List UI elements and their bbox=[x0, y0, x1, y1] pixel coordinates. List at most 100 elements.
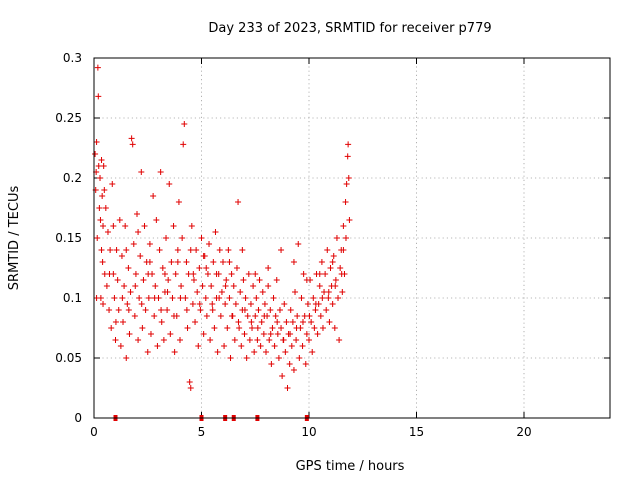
data-point bbox=[279, 373, 286, 379]
data-point bbox=[222, 283, 229, 289]
data-point bbox=[131, 313, 138, 319]
data-point bbox=[93, 139, 100, 145]
data-point bbox=[220, 259, 226, 265]
grid-lines bbox=[94, 58, 610, 418]
data-point bbox=[245, 271, 252, 277]
data-point bbox=[336, 337, 343, 343]
data-point bbox=[194, 289, 201, 295]
data-point bbox=[120, 319, 127, 325]
data-point bbox=[113, 247, 120, 253]
data-point bbox=[303, 277, 310, 283]
data-point bbox=[97, 175, 104, 181]
data-point bbox=[260, 331, 267, 337]
data-point bbox=[231, 337, 238, 343]
data-point bbox=[111, 295, 118, 301]
data-point bbox=[169, 295, 176, 301]
data-point bbox=[130, 241, 137, 247]
data-point bbox=[112, 337, 119, 343]
data-point bbox=[224, 325, 231, 331]
data-points bbox=[92, 64, 353, 391]
x-tick-label: 5 bbox=[198, 425, 206, 439]
data-point bbox=[329, 259, 336, 265]
data-point bbox=[225, 247, 232, 253]
data-point bbox=[310, 295, 317, 301]
data-point bbox=[300, 271, 307, 277]
data-point bbox=[92, 151, 99, 157]
data-point bbox=[159, 265, 166, 271]
data-point bbox=[140, 277, 147, 283]
data-point bbox=[107, 247, 114, 253]
data-point bbox=[125, 265, 132, 271]
data-point bbox=[151, 295, 158, 301]
data-point bbox=[298, 295, 305, 301]
data-point bbox=[257, 343, 264, 349]
data-point bbox=[186, 379, 193, 385]
data-point bbox=[184, 325, 191, 331]
data-point bbox=[132, 283, 139, 289]
data-point bbox=[345, 141, 352, 148]
data-point bbox=[227, 355, 234, 361]
data-point bbox=[174, 259, 181, 265]
data-point bbox=[265, 283, 272, 289]
data-point bbox=[342, 235, 349, 241]
data-point bbox=[266, 337, 273, 343]
data-point bbox=[290, 367, 297, 373]
data-point bbox=[339, 289, 346, 295]
data-point bbox=[287, 331, 294, 337]
data-point bbox=[166, 181, 173, 187]
data-point bbox=[319, 325, 326, 331]
data-point bbox=[209, 307, 216, 313]
data-point bbox=[192, 319, 199, 325]
data-point bbox=[221, 343, 228, 349]
data-point bbox=[138, 301, 145, 307]
data-point bbox=[244, 313, 251, 319]
data-point bbox=[210, 259, 217, 265]
data-point bbox=[206, 241, 213, 247]
data-point bbox=[323, 307, 330, 313]
data-point bbox=[304, 301, 311, 307]
data-point bbox=[122, 223, 129, 229]
data-point bbox=[103, 283, 110, 289]
x-tick-label: 20 bbox=[516, 425, 531, 439]
data-point bbox=[196, 301, 203, 307]
data-point bbox=[261, 301, 268, 307]
data-point bbox=[139, 325, 146, 331]
data-point bbox=[116, 217, 123, 223]
data-point bbox=[340, 223, 347, 229]
data-point bbox=[214, 349, 221, 355]
data-point bbox=[258, 319, 265, 325]
data-point bbox=[217, 313, 224, 319]
data-point bbox=[187, 247, 194, 253]
data-point bbox=[145, 271, 152, 277]
data-point bbox=[127, 289, 134, 295]
data-point bbox=[316, 271, 323, 277]
data-point bbox=[153, 217, 160, 223]
data-point bbox=[135, 337, 142, 343]
data-point bbox=[332, 277, 339, 283]
data-point bbox=[327, 265, 334, 271]
data-point bbox=[325, 289, 332, 295]
data-point bbox=[136, 295, 143, 301]
data-point bbox=[337, 265, 344, 271]
data-point bbox=[332, 283, 339, 289]
data-point bbox=[112, 319, 119, 325]
data-point bbox=[318, 259, 325, 265]
data-point bbox=[289, 319, 296, 325]
data-point bbox=[233, 265, 240, 271]
data-point bbox=[183, 307, 190, 313]
data-point bbox=[296, 355, 303, 361]
data-point bbox=[290, 259, 297, 265]
data-point bbox=[331, 325, 338, 331]
data-point bbox=[342, 199, 349, 205]
data-point bbox=[295, 241, 302, 247]
data-point bbox=[168, 259, 175, 265]
data-point bbox=[246, 337, 253, 343]
data-point bbox=[267, 331, 274, 337]
data-point bbox=[199, 283, 206, 289]
data-point bbox=[239, 247, 246, 253]
data-point bbox=[104, 229, 111, 235]
data-point bbox=[306, 337, 312, 343]
y-tick-label: 0.05 bbox=[55, 351, 82, 365]
data-point bbox=[249, 325, 256, 331]
data-point bbox=[119, 295, 126, 301]
